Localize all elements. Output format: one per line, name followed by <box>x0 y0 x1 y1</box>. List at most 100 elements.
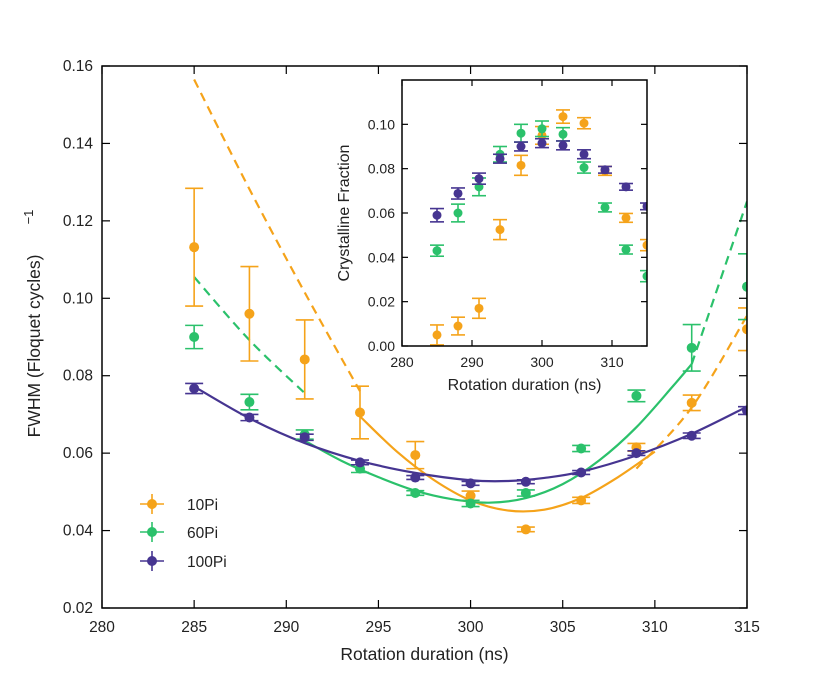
main-point-10pi <box>295 319 314 400</box>
main-point-10pi <box>682 394 701 412</box>
main-marker-10pi <box>355 407 365 418</box>
inset-marker-60pi <box>642 271 647 281</box>
inset-point-100pi <box>640 201 647 211</box>
main-fit-dashed-right-60pi <box>690 201 747 365</box>
main-point-60pi <box>240 393 259 411</box>
inset-marker-10pi <box>642 240 647 250</box>
main-point-100pi <box>240 412 259 423</box>
main-point-60pi <box>682 323 701 372</box>
main-fit-solid-60pi <box>304 363 693 504</box>
inset-marker-100pi <box>432 210 442 220</box>
main-point-10pi <box>738 307 747 352</box>
inset-y-tick-label: 0.10 <box>368 116 395 132</box>
inset-marker-10pi <box>558 112 568 122</box>
main-point-60pi <box>738 252 747 321</box>
inset-point-100pi <box>493 153 507 164</box>
main-marker-100pi <box>742 405 747 416</box>
main-point-100pi <box>351 457 369 468</box>
inset-marker-10pi <box>453 321 463 331</box>
main-x-tick-label: 285 <box>181 619 207 636</box>
inset-marker-100pi <box>579 149 589 159</box>
inset-y-tick-label: 0.00 <box>368 338 395 354</box>
inset-point-10pi <box>619 212 633 224</box>
legend-label-100pi: 100Pi <box>187 554 227 571</box>
main-y-tick-label: 0.16 <box>63 58 93 75</box>
inset-marker-100pi <box>537 138 547 148</box>
main-point-60pi <box>185 324 204 350</box>
main-y-axis-label-exponent: −1 <box>21 210 36 225</box>
inset-point-10pi <box>514 154 528 177</box>
main-fit-solid-100pi <box>193 385 747 483</box>
main-point-10pi <box>351 385 369 440</box>
legend-marker-60pi <box>147 527 157 537</box>
inset-marker-100pi <box>474 174 484 184</box>
inset-marker-60pi <box>621 245 631 255</box>
main-marker-10pi <box>410 450 421 461</box>
main-x-tick-label: 305 <box>550 619 576 636</box>
main-marker-60pi <box>410 488 421 499</box>
inset-y-tick-label: 0.08 <box>368 161 395 177</box>
legend: 10Pi 60Pi 100Pi <box>140 494 227 571</box>
main-x-tick-label: 295 <box>365 619 391 636</box>
inset-marker-10pi <box>432 330 442 340</box>
main-marker-60pi <box>520 488 531 499</box>
inset-point-100pi <box>430 207 444 223</box>
main-point-60pi <box>516 488 535 499</box>
main-marker-60pi <box>742 281 747 292</box>
main-marker-10pi <box>686 397 697 408</box>
main-point-10pi <box>516 524 535 535</box>
main-point-100pi <box>738 405 747 416</box>
inset-marker-10pi <box>579 118 589 128</box>
legend-label-10pi: 10Pi <box>187 497 218 514</box>
inset-point-10pi <box>451 316 465 336</box>
main-marker-100pi <box>686 430 697 441</box>
main-point-60pi <box>461 498 480 509</box>
inset-point-100pi <box>514 141 528 152</box>
inset-marker-100pi <box>642 201 647 211</box>
inset-marker-60pi <box>600 202 610 212</box>
inset-marker-10pi <box>516 160 526 170</box>
inset-marker-100pi <box>453 188 463 198</box>
inset-marker-100pi <box>558 140 568 150</box>
main-marker-10pi <box>244 308 255 319</box>
main-plot-frame <box>101 65 748 609</box>
main-y-tick-label: 0.06 <box>63 445 93 462</box>
main-marker-60pi <box>631 390 642 401</box>
inset-marker-60pi <box>558 129 568 139</box>
main-point-100pi <box>682 430 701 441</box>
inset-x-tick-label: 300 <box>530 354 554 370</box>
main-y-axis-label: FWHM (Floquet cycles) <box>24 255 44 438</box>
main-marker-100pi <box>576 467 587 478</box>
main-x-tick-label: 310 <box>642 619 668 636</box>
inset-point-10pi <box>472 297 486 320</box>
inset-marker-100pi <box>621 182 631 192</box>
main-x-tick-label: 300 <box>458 619 484 636</box>
main-y-tick-label: 0.04 <box>63 523 94 540</box>
main-y-axis-label-group: FWHM (Floquet cycles) −1 <box>21 210 44 438</box>
inset-point-100pi <box>535 137 549 149</box>
inset-point-60pi <box>619 244 633 255</box>
inset-point-60pi <box>640 269 647 283</box>
main-fit-dashed-left-10pi <box>193 79 361 392</box>
legend-marker-100pi <box>147 556 157 566</box>
inset-x-axis-label: Rotation duration (ns) <box>448 377 602 394</box>
inset-point-10pi <box>493 218 507 241</box>
inset-marker-60pi <box>579 163 589 173</box>
main-point-100pi <box>516 476 535 487</box>
main-point-10pi <box>406 440 425 470</box>
main-point-100pi <box>461 478 480 489</box>
main-y-tick-label: 0.12 <box>63 213 93 230</box>
inset-marker-10pi <box>474 303 484 313</box>
main-plot: 280 285 290 295 300 305 310 315 0.02 0.04 0.06 0.08… <box>21 58 760 664</box>
main-point-100pi <box>572 467 591 478</box>
main-y-tick-label: 0.02 <box>63 600 93 617</box>
inset-point-10pi <box>430 324 444 346</box>
main-marker-10pi <box>299 354 310 365</box>
main-marker-60pi <box>686 342 697 353</box>
main-marker-60pi <box>244 397 255 408</box>
inset-point-60pi <box>535 120 549 138</box>
main-x-tick-label: 290 <box>273 619 299 636</box>
inset-point-10pi <box>640 238 647 252</box>
main-marker-60pi <box>465 498 476 509</box>
